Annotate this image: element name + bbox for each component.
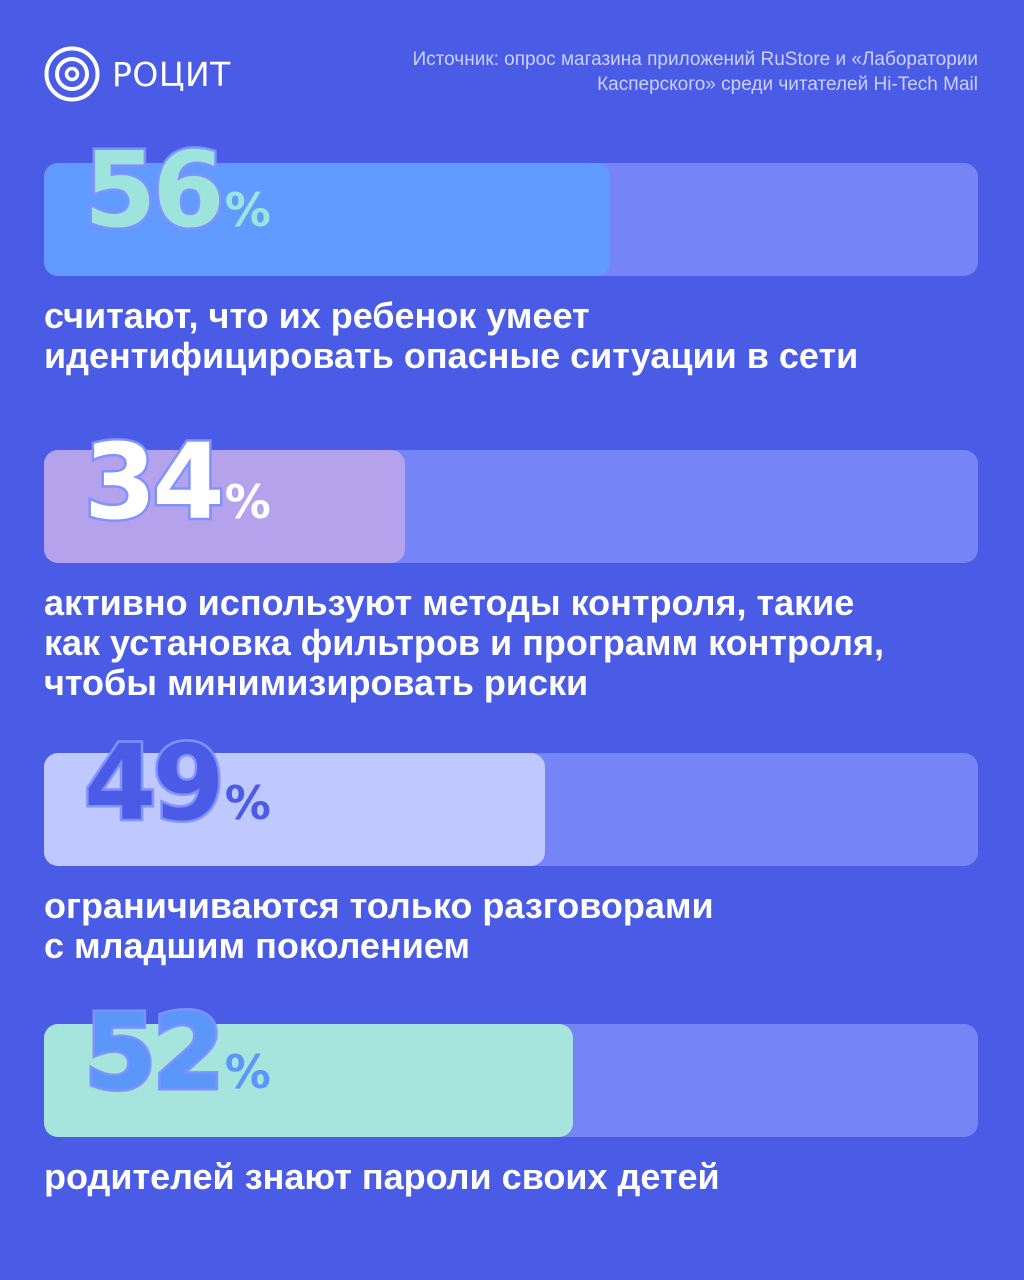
- header: РОЦИТ Источник: опрос магазина приложени…: [0, 0, 1024, 120]
- stat-value: 56: [82, 129, 228, 251]
- stat-52: 52% родителей знают пароли своих детей: [44, 998, 978, 1197]
- source-line-2: Касперского» среди читателей Hi-Tech Mai…: [597, 74, 978, 95]
- stat-56: 56% считают, что их ребенок умеет иденти…: [44, 136, 978, 376]
- desc-line: активно используют методы контроля, таки…: [44, 582, 855, 623]
- desc-line: как установка фильтров и программ контро…: [44, 622, 884, 663]
- stat-value: 52: [82, 991, 228, 1113]
- desc-line: чтобы минимизировать риски: [44, 662, 589, 703]
- stat-description: активно используют методы контроля, таки…: [44, 583, 978, 703]
- brand-logo: РОЦИТ: [44, 46, 231, 102]
- stat-49: 49% ограничиваются только разговорами с …: [44, 729, 978, 966]
- desc-line: родителей знают пароли своих детей: [44, 1156, 720, 1197]
- source-line-1: Источник: опрос магазина приложений RuSt…: [412, 49, 978, 70]
- bar-value-label: 49%: [82, 729, 271, 838]
- bar-value-label: 56%: [82, 136, 271, 245]
- bar-value-label: 34%: [82, 428, 271, 537]
- bar-track: 56%: [44, 136, 978, 276]
- bar-fill-34: [44, 450, 405, 563]
- stat-value: 49: [82, 722, 228, 844]
- brand-name: РОЦИТ: [112, 54, 231, 94]
- percent-sign: %: [224, 475, 271, 529]
- stat-34: 34% активно используют методы контроля, …: [44, 428, 978, 703]
- bar-fill-52: [44, 1024, 573, 1137]
- bar-value-label: 52%: [82, 998, 271, 1107]
- desc-line: с младшим поколением: [44, 925, 471, 966]
- bar-track: 49%: [44, 729, 978, 866]
- bar-track: 52%: [44, 998, 978, 1137]
- concentric-circles-logo-icon: [44, 46, 100, 102]
- desc-line: идентифицировать опасные ситуации в сети: [44, 335, 859, 376]
- bar-fill-49: [44, 753, 545, 866]
- stat-description: ограничиваются только разговорами с млад…: [44, 886, 978, 966]
- bar-track: 34%: [44, 428, 978, 563]
- desc-line: считают, что их ребенок умеет: [44, 295, 590, 336]
- percent-sign: %: [224, 776, 271, 830]
- bar-fill-56: [44, 163, 611, 276]
- stat-description: родителей знают пароли своих детей: [44, 1157, 978, 1197]
- percent-sign: %: [224, 183, 271, 237]
- desc-line: ограничиваются только разговорами: [44, 885, 714, 926]
- source-note: Источник: опрос магазина приложений RuSt…: [278, 47, 978, 97]
- percent-sign: %: [224, 1045, 271, 1099]
- stat-description: считают, что их ребенок умеет идентифици…: [44, 296, 978, 376]
- stat-value: 34: [82, 421, 228, 543]
